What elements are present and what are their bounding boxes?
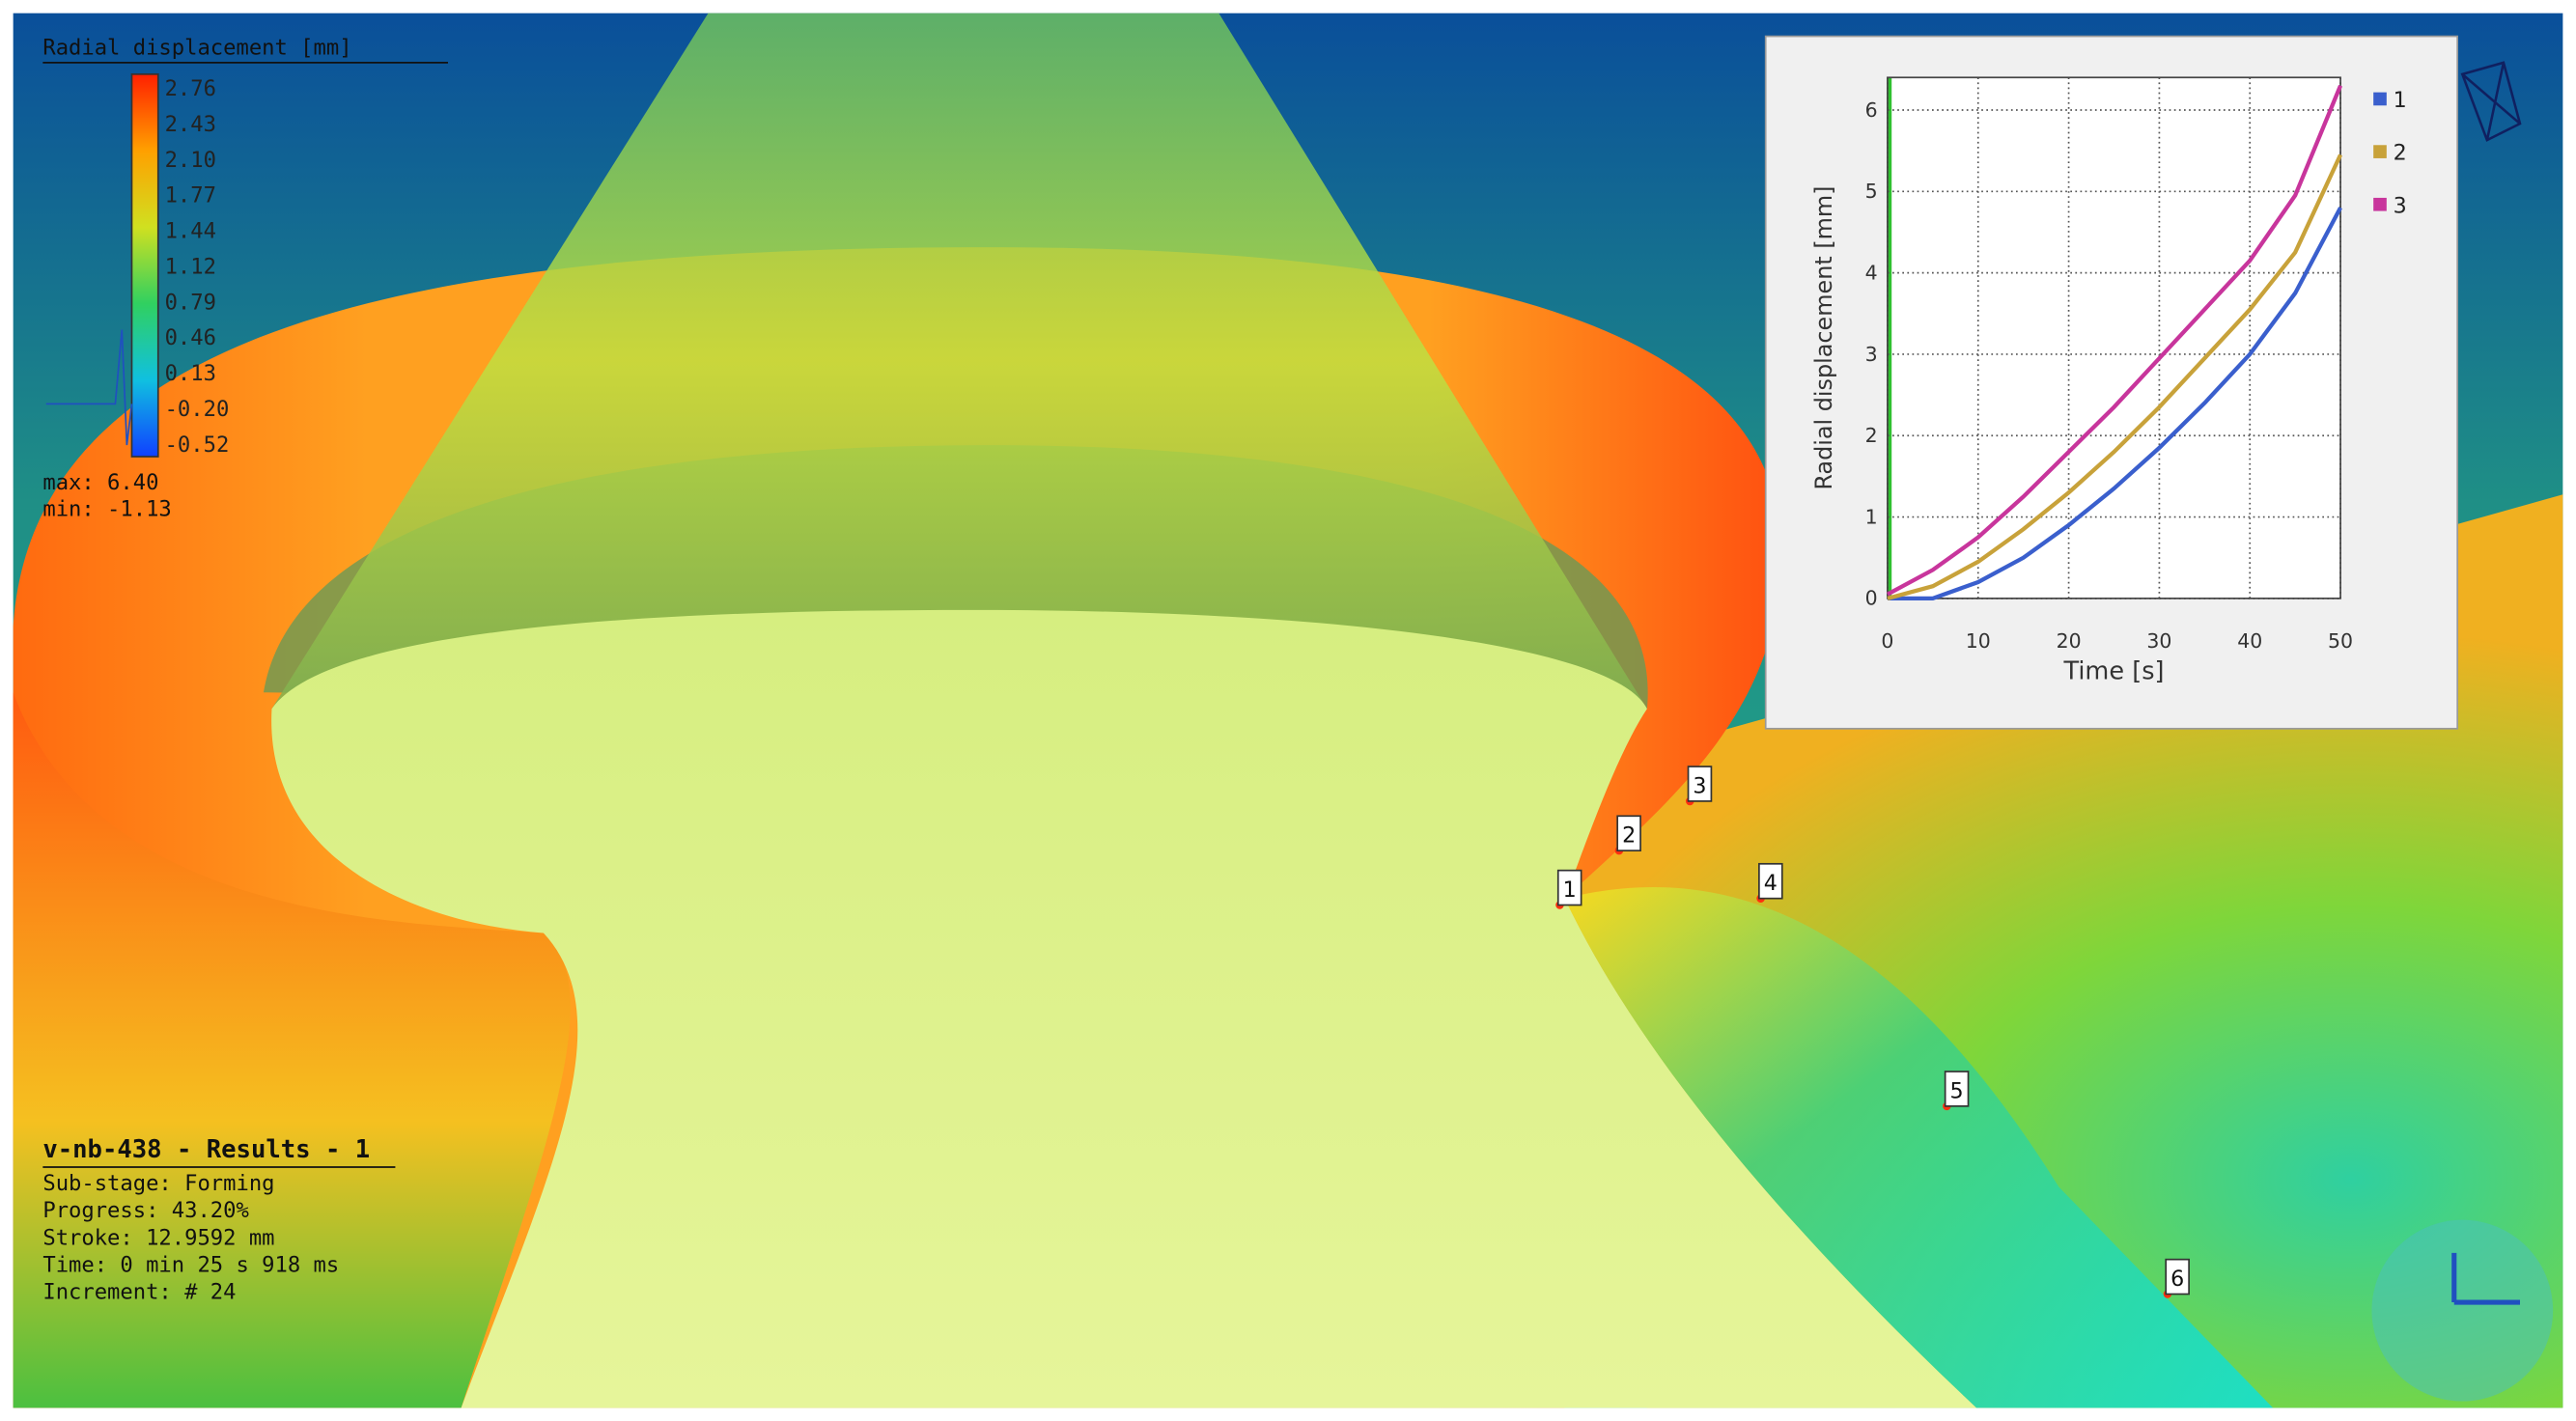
legend-label: 3 [2394, 193, 2407, 218]
x-tick-label: 30 [2146, 629, 2171, 653]
body [271, 609, 1977, 1408]
legend-label: 0.46 [165, 325, 216, 350]
info-title: v-nb-438 - Results - 1 [42, 1135, 370, 1164]
probe-label: 2 [1622, 823, 1636, 849]
x-tick-label: 50 [2328, 629, 2353, 653]
legend-label: 1.12 [165, 254, 216, 279]
legend-title: Radial displacement [mm] [42, 35, 351, 60]
probe-box [1616, 815, 1641, 852]
orientation-bubble [2371, 1219, 2554, 1402]
inset-chart: 0 1 2 3 4 5 6 0 10 20 30 40 50 Time [s] Radial displac… [1764, 35, 2459, 730]
legend-label: 1.77 [165, 183, 216, 209]
x-axis-label: Time [s] [2062, 657, 2164, 686]
legend-label: 1.44 [165, 219, 216, 244]
probe-label: 5 [1950, 1078, 1964, 1103]
series-line [1886, 84, 2343, 597]
y-axis-label: Radial displacement [mm] [1810, 186, 1837, 490]
y-tick-label: 6 [1865, 98, 1878, 122]
probe-box [1556, 869, 1582, 906]
legend-swatch [2373, 92, 2387, 106]
y-tick-label: 5 [1865, 180, 1878, 203]
streak [1564, 886, 2274, 1408]
result-legend: Radial displacement [mm] max: 6.40 min: … [42, 35, 448, 521]
left-body [13, 692, 571, 1408]
info-line: Stroke: 12.9592 mm [42, 1225, 274, 1250]
legend-label: 2.10 [165, 148, 216, 173]
probe-label: 4 [1764, 871, 1778, 896]
probe-label: 3 [1693, 773, 1706, 798]
view-cube [2460, 61, 2522, 142]
probe-box [2165, 1258, 2190, 1296]
y-tick-label: 3 [1865, 343, 1878, 366]
info-line: Time: 0 min 25 s 918 ms [42, 1252, 339, 1277]
info-line: Increment: # 24 [42, 1280, 236, 1305]
probe-box [1758, 862, 1783, 900]
legend-swatch [2373, 197, 2387, 211]
info-line: Progress: 43.20% [42, 1198, 248, 1223]
legend-min: min: -1.13 [42, 496, 171, 521]
probe-label: 6 [2170, 1267, 2184, 1292]
legend-label: 1 [2394, 88, 2407, 113]
plot-area [1887, 77, 2341, 599]
histogram [45, 329, 133, 446]
probe-box [1944, 1071, 1970, 1107]
y-tick-label: 1 [1865, 505, 1878, 528]
x-tick-label: 0 [1881, 629, 1893, 653]
legend-label: -0.52 [165, 432, 230, 458]
probe-box [1687, 766, 1713, 802]
cone [271, 13, 1647, 710]
legend-label: 2.43 [165, 112, 216, 137]
legend-label: 0.79 [165, 290, 216, 315]
legend-max: max: 6.40 [42, 470, 158, 495]
series-line [1887, 153, 2342, 600]
x-tick-label: 10 [1966, 629, 1991, 653]
axis-triad [2451, 1252, 2520, 1305]
legend-label: -0.20 [165, 397, 230, 422]
plot-border [1887, 76, 2341, 599]
legend-label: 2.76 [165, 76, 216, 101]
legend-label: 0.13 [165, 361, 216, 386]
probe-label: 1 [1563, 878, 1577, 903]
y-tick-label: 4 [1865, 261, 1878, 284]
info-line: Sub-stage: Forming [42, 1171, 274, 1196]
x-tick-label: 20 [2057, 629, 2082, 653]
series-line [1887, 207, 2342, 601]
y-tick-label: 0 [1865, 587, 1878, 610]
legend-swatch [2373, 145, 2387, 158]
legend-label: 2 [2394, 141, 2407, 166]
x-tick-label: 40 [2237, 629, 2262, 653]
y-tick-label: 2 [1865, 424, 1878, 447]
color-bar [130, 72, 159, 458]
info-panel: v-nb-438 - Results - 1 Sub-stage: Formin… [42, 1135, 396, 1305]
